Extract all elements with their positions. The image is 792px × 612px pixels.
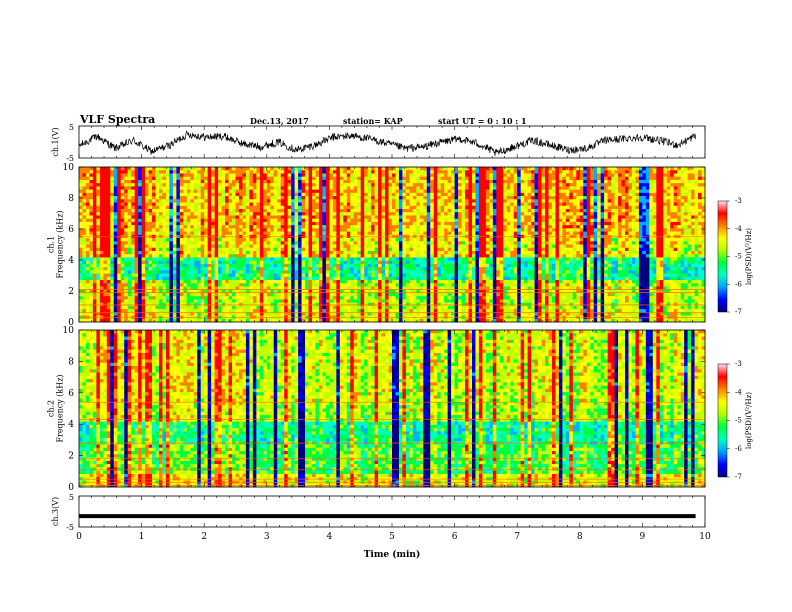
ch3-waveform-ylabel: ch.3(V) <box>51 497 60 526</box>
x-tick-label: 6 <box>452 532 458 542</box>
y-tick-label: 4 <box>68 420 74 430</box>
x-tick-label: 10 <box>699 532 711 542</box>
colorbar-tick-label: -7 <box>735 473 742 481</box>
ch1-waveform-line <box>78 130 696 156</box>
y-tick-label: 5 <box>69 123 74 132</box>
ch1-spectrogram-colorbar-label: log(PSD)(V²/Hz) <box>745 228 753 285</box>
colorbar-tick-label: -6 <box>735 280 742 288</box>
x-tick-label: 1 <box>139 532 145 542</box>
x-tick-label: 2 <box>201 532 207 542</box>
x-tick-label: 3 <box>264 532 270 542</box>
x-axis-label: Time (min) <box>364 549 421 560</box>
y-tick-label: 6 <box>68 389 74 399</box>
y-tick-label: 0 <box>68 483 74 493</box>
colorbar-tick-label: -7 <box>735 308 742 316</box>
x-tick-label: 8 <box>577 532 583 542</box>
colorbar-tick-label: -6 <box>735 445 742 453</box>
ch2-spectrogram-colorbar <box>717 363 728 478</box>
ch1-waveform-frame <box>78 125 706 159</box>
chart-title: VLF Spectra <box>80 113 156 126</box>
ch1-spectrogram-colorbar <box>717 200 728 313</box>
x-tick-label: 0 <box>76 532 82 542</box>
colorbar-tick-label: -3 <box>735 197 742 205</box>
start-time-label: start UT = 0 : 10 : 1 <box>438 116 527 126</box>
y-tick-label: 6 <box>68 225 74 235</box>
date-label: Dec.13, 2017 <box>250 116 309 126</box>
ch2-spectrogram-ylabel: Frequency (kHz) <box>56 374 65 442</box>
ch1-spectrogram-ylabel: ch.1 <box>47 236 56 253</box>
y-tick-label: 2 <box>68 452 74 462</box>
y-tick-label: 8 <box>68 194 74 204</box>
ch1-spectrogram-ylabel: Frequency (kHz) <box>56 210 65 278</box>
ch3-waveform-frame <box>78 495 706 528</box>
y-tick-label: 0 <box>68 318 74 328</box>
y-tick-label: -5 <box>66 154 74 163</box>
ch1-waveform-ylabel: ch.1(V) <box>51 127 60 156</box>
y-tick-label: 2 <box>68 287 74 297</box>
y-tick-label: 4 <box>68 256 74 266</box>
colorbar-tick-label: -5 <box>735 253 742 261</box>
ch2-spectrogram-colorbar-label: log(PSD)(V²/Hz) <box>745 392 753 449</box>
ch2-spectrogram-heatmap <box>79 330 706 488</box>
colorbar-tick-label: -5 <box>735 417 742 425</box>
y-tick-label: 10 <box>63 326 75 336</box>
ch2-spectrogram-ylabel: ch.2 <box>47 400 56 417</box>
x-tick-label: 7 <box>514 532 520 542</box>
x-tick-label: 4 <box>327 532 333 542</box>
y-tick-label: 10 <box>63 163 75 173</box>
station-label: station= KAP <box>343 116 403 126</box>
x-tick-label: 9 <box>640 532 646 542</box>
y-tick-label: 5 <box>69 493 74 502</box>
colorbar-tick-label: -3 <box>735 360 742 368</box>
x-tick-label: 5 <box>389 532 395 542</box>
colorbar-tick-label: -4 <box>735 225 742 233</box>
ch1-spectrogram-heatmap <box>79 167 706 323</box>
y-tick-label: -5 <box>66 523 74 532</box>
colorbar-tick-label: -4 <box>735 388 742 396</box>
y-tick-label: 8 <box>68 357 74 367</box>
